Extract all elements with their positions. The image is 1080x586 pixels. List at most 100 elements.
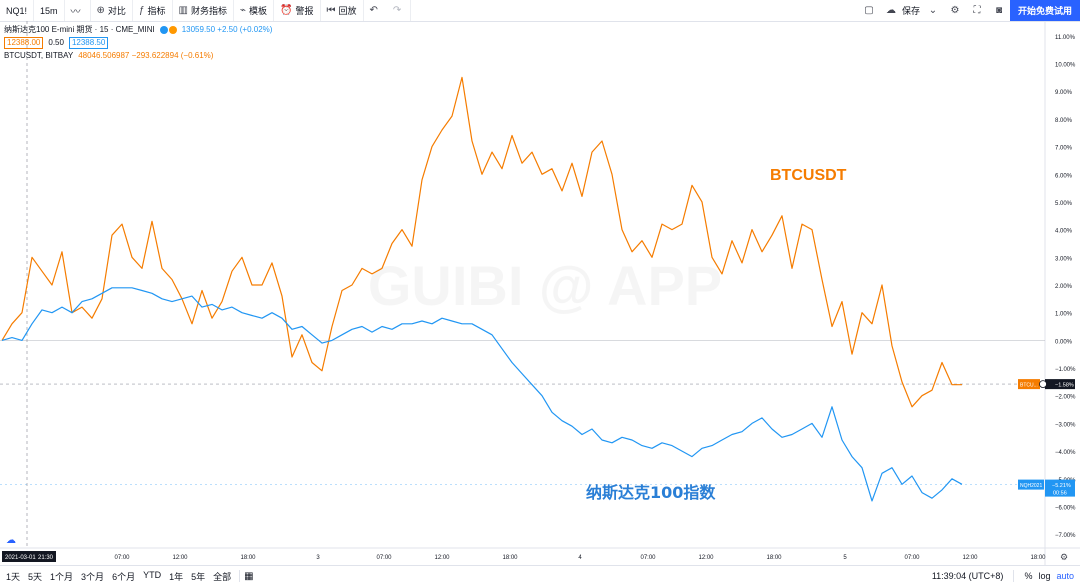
indicators-label: 指标 [147, 6, 166, 16]
chart-style-button[interactable]: 〰 [65, 0, 91, 21]
x-tick-label: 12:00 [698, 555, 714, 561]
redo-icon: ↷ [392, 5, 402, 16]
nq-tag-label: NQH2021 [1020, 483, 1042, 489]
interval-label: 15m [40, 5, 58, 16]
alert-button[interactable]: ⏰ 警报 [274, 0, 321, 21]
divider [239, 570, 241, 582]
y-tick-label: 11.00% [1055, 35, 1076, 41]
y-tick-label: 0.00% [1055, 339, 1073, 345]
y-tick-label: −4.00% [1055, 450, 1076, 456]
range-button[interactable]: 3个月 [81, 571, 105, 582]
function-icon: ƒ [138, 5, 145, 16]
log-scale-toggle[interactable]: log [1038, 571, 1051, 581]
replay-button[interactable]: ⏮ 回放 [321, 0, 364, 21]
chart-canvas[interactable]: 11.00% 10.00% 9.00% 8.00% 7.00% 6.00% 5.00% 4.0… [0, 0, 1080, 565]
clock-readout[interactable]: 11:39:04 (UTC+8) [931, 571, 1004, 581]
y-tick-label: 7.00% [1055, 146, 1073, 152]
camera-icon[interactable]: ◙ [995, 5, 1002, 16]
x-tick-label: 3 [316, 555, 320, 561]
nq-value-label: −5.21% [1052, 483, 1071, 489]
compare-label: 对比 [107, 6, 126, 16]
range-button[interactable]: 5年 [191, 571, 206, 582]
crosshair-time-box [2, 551, 56, 562]
x-tick-label: 07:00 [376, 555, 392, 561]
divider [1013, 570, 1015, 582]
alert-label: 警报 [295, 6, 314, 16]
save-button[interactable]: 保存 [901, 6, 920, 16]
main-symbol-row: 纳斯达克100 E-mini 期货 · 15 · CME_MINI 13059.… [4, 23, 272, 36]
alarm-clock-icon: ⏰ [280, 5, 293, 16]
ask-price[interactable]: 12388.50 [68, 36, 109, 49]
btc-series-line[interactable] [1, 76, 962, 408]
range-button[interactable]: 1天 [6, 571, 21, 582]
y-tick-label: 3.00% [1055, 256, 1073, 262]
btc-value-label: −1.58% [1055, 383, 1074, 389]
calendar-icon[interactable]: ▦ [244, 570, 254, 582]
plus-circle-icon: ⊕ [96, 5, 105, 16]
bid-price[interactable]: 12388.00 [4, 36, 44, 49]
plus-add-icon[interactable] [1039, 380, 1047, 389]
y-tick-label: 5.00% [1055, 201, 1073, 207]
percent-scale-toggle[interactable]: % [1024, 571, 1033, 581]
spread-value: 0.50 [48, 37, 64, 47]
y-tick-label: 2.00% [1055, 284, 1073, 290]
compare-button[interactable]: ⊕ 对比 [91, 0, 133, 21]
x-tick-label: 07:00 [640, 555, 656, 561]
x-tick-label: 18:00 [1030, 555, 1046, 561]
nq-annotation: 纳斯达克100指数 [586, 483, 716, 502]
x-tick-label: 4 [578, 555, 582, 561]
start-trial-label: 开始免费试用 [1017, 6, 1072, 16]
chart-legend: 纳斯达克100 E-mini 期货 · 15 · CME_MINI 13059.… [4, 23, 272, 62]
x-tick-label: 5 [843, 555, 847, 561]
btc-tag-label: BTCU... [1020, 383, 1038, 389]
fullscreen-icon[interactable]: ⛶ [973, 5, 981, 16]
range-button[interactable]: 1个月 [50, 571, 74, 582]
main-symbol-quote: 13059.50 +2.50 (+0.02%) [181, 24, 273, 34]
y-tick-label: −1.00% [1055, 367, 1076, 373]
redo-button[interactable]: ↷ [387, 0, 412, 21]
crosshair-time: 21:30 [38, 555, 54, 561]
btc-annotation: BTCUSDT [770, 167, 847, 184]
indicators-button[interactable]: ƒ 指标 [133, 0, 173, 21]
line-chart-icon: 〰 [70, 7, 81, 18]
financials-label: 财务指标 [190, 6, 227, 16]
range-button[interactable]: YTD [143, 569, 162, 580]
bar-chart-icon: ▥ [178, 5, 188, 16]
x-tick-label: 12:00 [434, 555, 450, 561]
compare-symbol-quote: 48046.506987 −293.622894 (−0.61%) [78, 50, 214, 60]
toolbar-right: ▢ ☁ 保存 ⌄ ⚙ ⛶ ◙ 开始免费试用 [858, 0, 1080, 21]
cloud-icon[interactable]: ☁ [885, 5, 896, 16]
delay-status-icon [168, 25, 177, 34]
y-tick-label: 6.00% [1055, 173, 1073, 179]
nq-countdown-label: 00:56 [1053, 491, 1067, 497]
undo-icon: ↶ [369, 5, 378, 16]
nq-series-line[interactable] [1, 287, 963, 502]
range-button[interactable]: 5天 [28, 571, 43, 582]
start-trial-button[interactable]: 开始免费试用 [1009, 0, 1080, 21]
x-tick-label: 07:00 [114, 555, 130, 561]
undo-button[interactable]: ↶ [364, 0, 387, 21]
x-tick-label: 12:00 [962, 555, 978, 561]
main-symbol-title[interactable]: 纳斯达克100 E-mini 期货 · 15 · CME_MINI [4, 24, 155, 34]
interval-button[interactable]: 15m [34, 0, 65, 21]
symbol-search[interactable]: NQ1! [0, 0, 35, 21]
market-status-icon [159, 25, 168, 34]
bottom-toolbar: 1天 5天 1个月 3个月 6个月 YTD 1年 5年 全部 ▦ 11:39:04 (UTC+8… [0, 565, 1080, 586]
templates-button[interactable]: ⌁ 模板 [234, 0, 275, 21]
nq-value-box [1045, 479, 1075, 497]
y-tick-label: 1.00% [1055, 312, 1073, 318]
range-button[interactable]: 6个月 [112, 571, 136, 582]
compare-symbol-title[interactable]: BTCUSDT, BITBAY [4, 50, 74, 60]
range-button[interactable]: 1年 [169, 571, 184, 582]
auto-scale-toggle[interactable]: auto [1056, 571, 1074, 581]
y-tick-label: −3.00% [1055, 422, 1076, 428]
chevron-down-icon[interactable]: ⌄ [928, 5, 938, 16]
x-tick-label: 07:00 [904, 555, 920, 561]
range-button[interactable]: 全部 [213, 571, 232, 582]
top-toolbar: NQ1! 15m 〰 ⊕ 对比 ƒ 指标 ▥ 财务指标 ⌁ 模板 ⏰ 警报 ⏮ 回放 ↶ ↷… [0, 0, 1080, 22]
gear-icon[interactable]: ⚙ [950, 5, 960, 16]
compare-symbol-row: BTCUSDT, BITBAY 48046.506987 −293.622894… [4, 49, 272, 62]
financials-button[interactable]: ▥ 财务指标 [173, 0, 234, 21]
y-tick-label: −6.00% [1055, 505, 1076, 511]
layout-icon[interactable]: ▢ [864, 5, 874, 16]
